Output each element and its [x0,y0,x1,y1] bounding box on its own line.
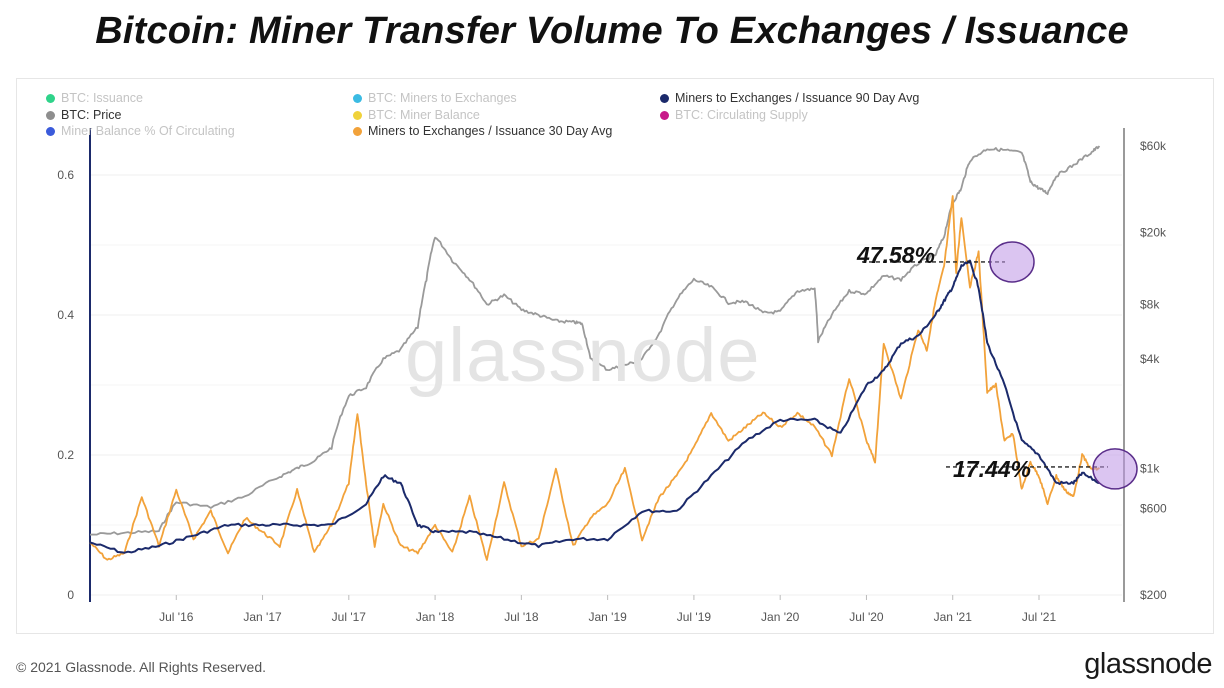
right-tick-label: $8k [1140,298,1160,312]
chart-title: Bitcoin: Miner Transfer Volume To Exchan… [95,10,1129,52]
x-tick-label: Jan '18 [416,610,455,624]
legend-dot-icon [46,126,55,136]
legend-item[interactable]: Miners to Exchanges / Issuance 30 Day Av… [353,124,612,138]
legend-dot-icon [660,110,669,120]
annotation-layer [862,241,1138,490]
peak-highlight-circle [989,241,1035,283]
chart-panel [16,78,1214,634]
series-line-90d-avg [89,259,1100,554]
left-tick-label: 0.2 [57,448,74,462]
legend-label: BTC: Circulating Supply [675,108,808,122]
right-tick-label: $20k [1140,225,1167,239]
x-tick-label: Jul '19 [677,610,712,624]
legend-item[interactable]: BTC: Miner Balance [353,108,480,122]
x-tick-label: Jul '20 [849,610,884,624]
right-tick-label: $600 [1140,502,1167,516]
recent-annotation-label: 17.44% [953,456,1032,482]
x-tick-label: Jul '18 [504,610,539,624]
legend-label: BTC: Miner Balance [368,108,480,122]
legend-dot-icon [353,126,362,136]
right-tick-label: $4k [1140,352,1160,366]
left-axis-ticks: 0 0.2 0.4 0.6 [57,168,74,602]
legend-label: Miners to Exchanges / Issuance 90 Day Av… [675,91,920,105]
legend-item[interactable]: BTC: Miners to Exchanges [353,91,517,105]
legend-label: BTC: Price [61,108,122,122]
legend-dot-icon [353,93,362,103]
x-axis-ticks: Jul '16 Jan '17 Jul '17 Jan '18 Jul '18 Jan '… [159,595,1056,624]
left-tick-label: 0.6 [57,168,74,182]
legend-item[interactable]: Miner Balance % Of Circulating [46,124,235,138]
legend-label: Miner Balance % Of Circulating [61,124,235,138]
legend-label: BTC: Issuance [61,91,143,105]
legend-item[interactable]: BTC: Circulating Supply [660,108,808,122]
right-tick-label: $200 [1140,588,1167,602]
legend-label: Miners to Exchanges / Issuance 30 Day Av… [368,124,613,138]
series-line-30d-avg [89,195,1100,561]
legend-dot-icon [660,93,669,103]
x-tick-label: Jul '17 [332,610,367,624]
right-tick-label: $1k [1140,461,1160,475]
x-tick-label: Jan '17 [243,610,282,624]
copyright-text: © 2021 Glassnode. All Rights Reserved. [16,659,267,675]
watermark: glassnode [405,313,761,398]
legend-item[interactable]: Miners to Exchanges / Issuance 90 Day Av… [660,91,919,105]
x-tick-label: Jan '19 [588,610,627,624]
x-tick-label: Jan '20 [761,610,800,624]
brand-logo: glassnode [1084,648,1212,680]
right-axis-ticks: $200 $600 $1k $4k $8k $20k $60k [1140,139,1167,602]
right-tick-label: $60k [1140,139,1167,153]
x-tick-label: Jul '16 [159,610,194,624]
legend-dot-icon [46,110,55,120]
legend-item[interactable]: BTC: Issuance [46,91,143,105]
series-line-price [89,145,1101,536]
legend-dot-icon [46,93,55,103]
series-layer [89,145,1101,561]
recent-highlight-circle [1092,448,1138,490]
left-tick-label: 0 [67,588,74,602]
legend-item[interactable]: BTC: Price [46,108,121,122]
legend-label: BTC: Miners to Exchanges [368,91,517,105]
x-tick-label: Jul '21 [1022,610,1057,624]
peak-annotation-label: 47.58% [857,242,936,268]
legend-dot-icon [353,110,362,120]
x-tick-label: Jan '21 [934,610,973,624]
left-tick-label: 0.4 [57,308,74,322]
